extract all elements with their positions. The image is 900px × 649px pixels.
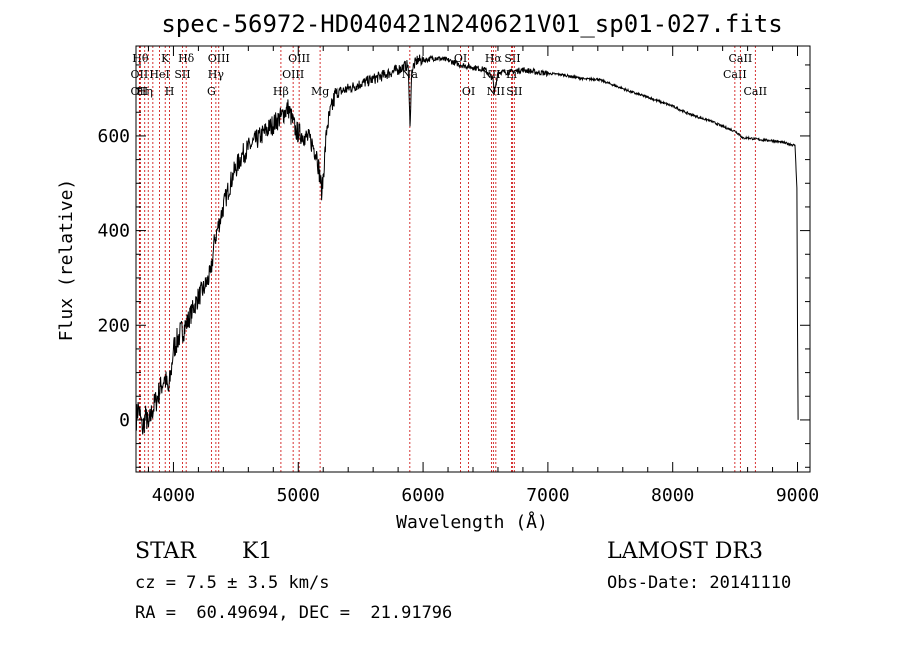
y-tick-label: 0 <box>119 410 130 431</box>
y-tick-label: 600 <box>97 126 130 147</box>
chart-title: spec-56972-HD040421N240621V01_sp01-027.f… <box>161 10 782 38</box>
spectrum-line <box>135 54 799 435</box>
line-label: G <box>207 85 216 98</box>
line-label: SII <box>174 68 190 81</box>
line-label: Hη <box>137 85 153 98</box>
x-tick-label: 8000 <box>651 485 694 506</box>
line-label: NII <box>487 85 505 98</box>
line-label: Hδ <box>178 52 195 65</box>
line-label: Hθ <box>132 52 149 65</box>
x-tick-label: 9000 <box>776 485 819 506</box>
x-axis-ticks: 4000 5000 6000 7000 8000 9000 <box>147 46 819 506</box>
redshift-cz: cz = 7.5 ± 3.5 km/s <box>135 573 330 593</box>
x-tick-label: 4000 <box>152 485 195 506</box>
line-label: K <box>161 52 170 65</box>
line-label: OIII <box>282 68 304 81</box>
x-tick-label: 7000 <box>526 485 569 506</box>
survey-name: LAMOST DR3 <box>607 539 763 564</box>
line-label: OIII <box>288 52 310 65</box>
ra-dec: RA = 60.49694, DEC = 21.91796 <box>135 603 453 623</box>
line-label: CaII <box>743 85 767 98</box>
line-label: OI <box>462 85 475 98</box>
line-label: Li <box>506 68 517 81</box>
x-tick-label: 6000 <box>401 485 444 506</box>
line-markers: HθOIIOIIHηHeIKHSIIHδGHγOIIIHβOIIIOIIIMgN… <box>131 46 767 472</box>
y-axis-label: Flux (relative) <box>56 179 77 342</box>
line-label: Na <box>402 68 419 81</box>
y-tick-label: 400 <box>97 221 130 242</box>
line-label: Mg <box>311 85 329 98</box>
object-type: STAR <box>135 539 196 564</box>
y-tick-label: 200 <box>97 315 130 336</box>
line-label: CaII <box>729 52 753 65</box>
x-axis-label: Wavelength (Å) <box>396 511 548 533</box>
observation-date: Obs-Date: 20141110 <box>607 573 792 593</box>
line-label: CaII <box>723 68 747 81</box>
plot-frame <box>135 45 811 473</box>
line-label: HeI <box>149 68 169 81</box>
object-subclass: K1 <box>242 539 273 564</box>
line-label: SII <box>504 52 520 65</box>
line-label: Hγ <box>208 68 225 81</box>
line-label: H <box>165 85 175 98</box>
line-label: OIII <box>208 52 230 65</box>
line-label: Hβ <box>273 85 289 98</box>
x-tick-label: 5000 <box>277 485 320 506</box>
y-axis-ticks: 0 200 400 600 <box>97 64 810 468</box>
line-label: Hα <box>485 52 503 65</box>
line-label: OII <box>131 85 149 98</box>
line-label: SII <box>506 85 522 98</box>
